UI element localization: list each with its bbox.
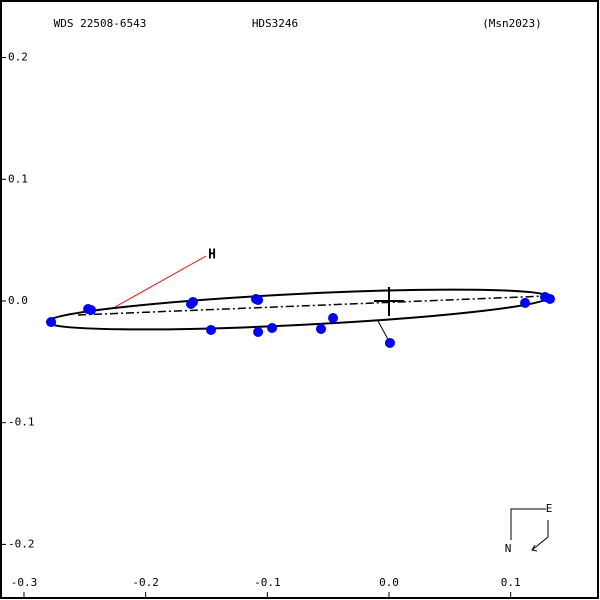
compass-arrowhead [531, 544, 538, 552]
data-point [315, 323, 326, 334]
annotation-line [114, 255, 207, 308]
compass-arrow [531, 520, 549, 551]
orbit-group [45, 288, 551, 331]
x-tick-label: -0.2 [132, 576, 159, 589]
y-tick-label: 0.2 [8, 51, 28, 64]
y-tick-label: -0.1 [8, 416, 35, 429]
data-point [253, 295, 264, 305]
x-tick-label: -0.1 [254, 576, 281, 589]
data-point [253, 327, 264, 338]
y-tick-label: -0.2 [8, 537, 35, 550]
data-point [384, 337, 395, 348]
compass-north: N [505, 542, 512, 555]
data-point [86, 304, 97, 315]
data-point [267, 322, 278, 333]
x-tick-label: 0.1 [501, 576, 521, 589]
identifier: WDS 22508-6543 [54, 17, 147, 30]
data-point [187, 296, 198, 307]
x-tick-label: 0.0 [379, 576, 399, 589]
line-of-nodes [77, 295, 547, 316]
data-point [544, 294, 555, 305]
data-point [520, 297, 531, 308]
compass-axes [510, 508, 546, 540]
reference: (Msn2023) [482, 17, 542, 30]
compass-east: E [546, 502, 553, 515]
y-tick-label: 0.1 [8, 172, 28, 185]
x-tick-label: -0.3 [11, 576, 38, 589]
y-tick-label: 0.0 [8, 294, 28, 307]
chart-title: HDS3246 [252, 17, 298, 30]
data-point [46, 317, 57, 328]
orbit [45, 288, 551, 331]
data-point [205, 324, 216, 335]
data-point [328, 313, 339, 324]
annotation: H [208, 248, 216, 263]
